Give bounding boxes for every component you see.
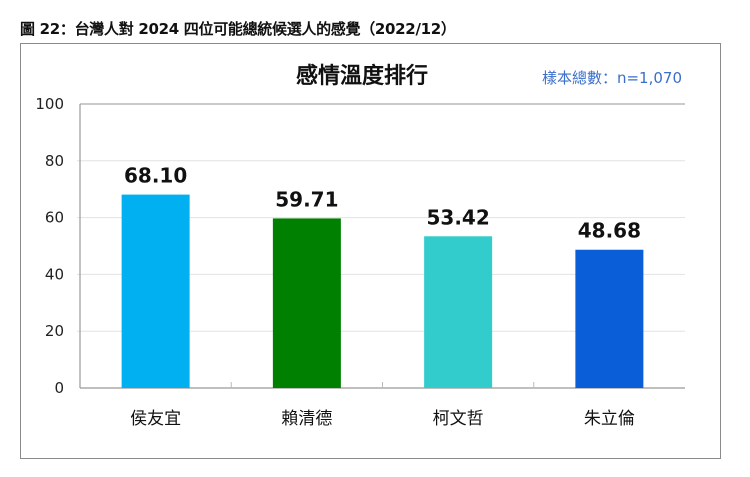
chart-title: 感情溫度排行 [296,63,428,89]
bar-侯友宜 [121,194,190,388]
bar-柯文哲 [424,236,493,388]
data-label: 68.10 [124,164,187,188]
x-category-label: 侯友宜 [130,409,181,429]
y-tick-label: 80 [45,152,64,170]
data-label: 53.42 [426,205,489,229]
y-tick-label: 20 [45,322,64,340]
data-label: 48.68 [578,219,641,243]
x-category-label: 賴清德 [281,409,332,429]
x-category-label: 朱立倫 [584,409,635,429]
figure-title: 圖 22：台灣人對 2024 四位可能總統候選人的感覺（2022/12） [20,20,456,38]
y-tick-label: 60 [45,209,64,227]
y-tick-label: 100 [35,95,64,113]
x-category-label: 柯文哲 [433,409,484,429]
data-label: 59.71 [275,187,338,211]
y-tick-label: 0 [54,379,64,397]
bar-賴清德 [272,218,341,388]
chart-frame [20,43,721,459]
y-tick-label: 40 [45,265,64,283]
sample-size-annotation: 樣本總數：n=1,070 [542,69,682,87]
bar-朱立倫 [575,249,644,388]
